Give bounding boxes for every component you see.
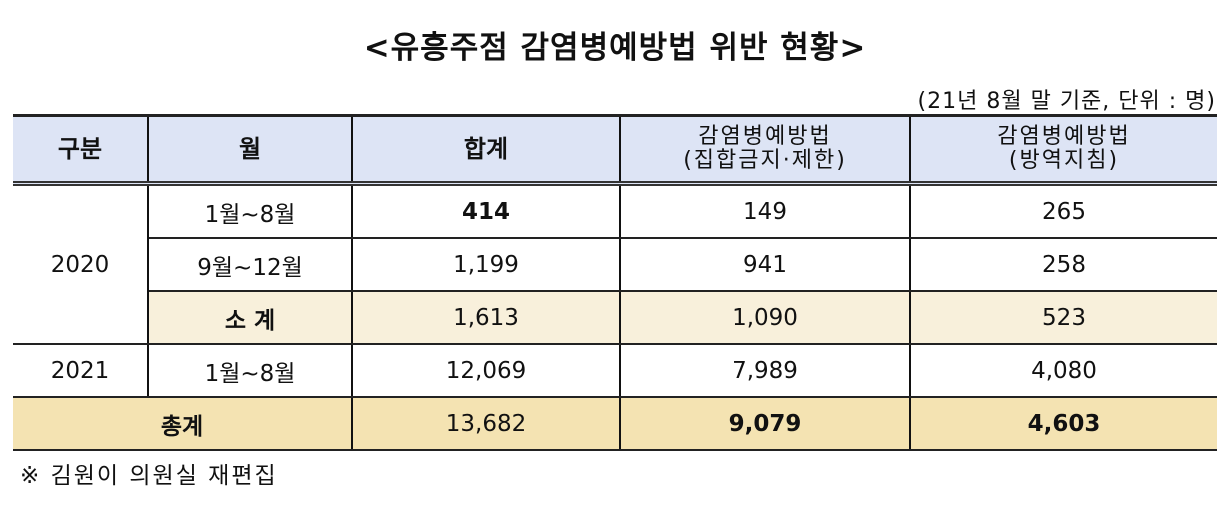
table-row: 2020 1월~8월 414 149 265 xyxy=(13,182,1217,345)
gathering-cell: 7,989 xyxy=(619,343,911,398)
period-cell: 1월~8월 xyxy=(147,343,353,398)
table-row: 9월~12월 1,199 941 258 xyxy=(13,237,1217,292)
guideline-cell: 265 xyxy=(909,182,1217,239)
subtotal-row: 소 계 1,613 1,090 523 xyxy=(13,290,1217,345)
gathering-cell: 149 xyxy=(619,182,911,239)
total-cell: 414 xyxy=(351,182,621,239)
period-cell: 1월~8월 xyxy=(147,182,353,239)
page-title: <유흥주점 감염병예방법 위반 현황> xyxy=(363,30,867,66)
grand-total-gathering: 9,079 xyxy=(619,396,911,451)
header-row: 구분 월 합계 감염병예방법 (집합금지·제한) 감염병예방법 (방역지침) xyxy=(13,114,1217,186)
header-guideline: 감염병예방법 (방역지침) xyxy=(909,114,1217,186)
unit-note: (21년 8월 말 기준, 단위 : 명) xyxy=(917,89,1216,114)
subtotal-label: 소 계 xyxy=(148,290,353,345)
period-cell: 9월~12월 xyxy=(148,237,353,292)
total-cell: 1,199 xyxy=(351,237,621,292)
year-cell: 2021 xyxy=(13,343,149,398)
total-cell: 12,069 xyxy=(351,343,621,398)
total-cell: 1,613 xyxy=(351,290,621,345)
header-guideline-line1: 감염병예방법 xyxy=(997,124,1131,149)
gathering-cell: 941 xyxy=(619,237,911,292)
header-guideline-line2: (방역지침) xyxy=(1008,148,1120,173)
grand-total-label: 총계 xyxy=(13,396,353,451)
guideline-cell: 258 xyxy=(909,237,1217,292)
guideline-cell: 523 xyxy=(909,290,1217,345)
grand-total-value: 13,682 xyxy=(351,396,621,451)
header-gathering-line2: (집합금지·제한) xyxy=(683,148,847,173)
table-row: 2021 1월~8월 12,069 7,989 4,080 xyxy=(13,343,1217,398)
header-month: 월 xyxy=(147,114,353,186)
gathering-cell: 1,090 xyxy=(619,290,911,345)
header-gathering-line1: 감염병예방법 xyxy=(698,124,832,149)
source-footnote: ※ 김원이 의원실 재편집 xyxy=(20,463,278,489)
header-total: 합계 xyxy=(351,114,621,186)
grand-total-guideline: 4,603 xyxy=(909,396,1217,451)
header-gathering-ban: 감염병예방법 (집합금지·제한) xyxy=(619,114,911,186)
header-category: 구분 xyxy=(13,114,149,186)
guideline-cell: 4,080 xyxy=(909,343,1217,398)
grand-total-row: 총계 13,682 9,079 4,603 xyxy=(13,396,1217,451)
year-cell: 2020 xyxy=(13,182,149,345)
violations-table: 구분 월 합계 감염병예방법 (집합금지·제한) 감염병예방법 (방역지침) 2… xyxy=(13,114,1217,451)
